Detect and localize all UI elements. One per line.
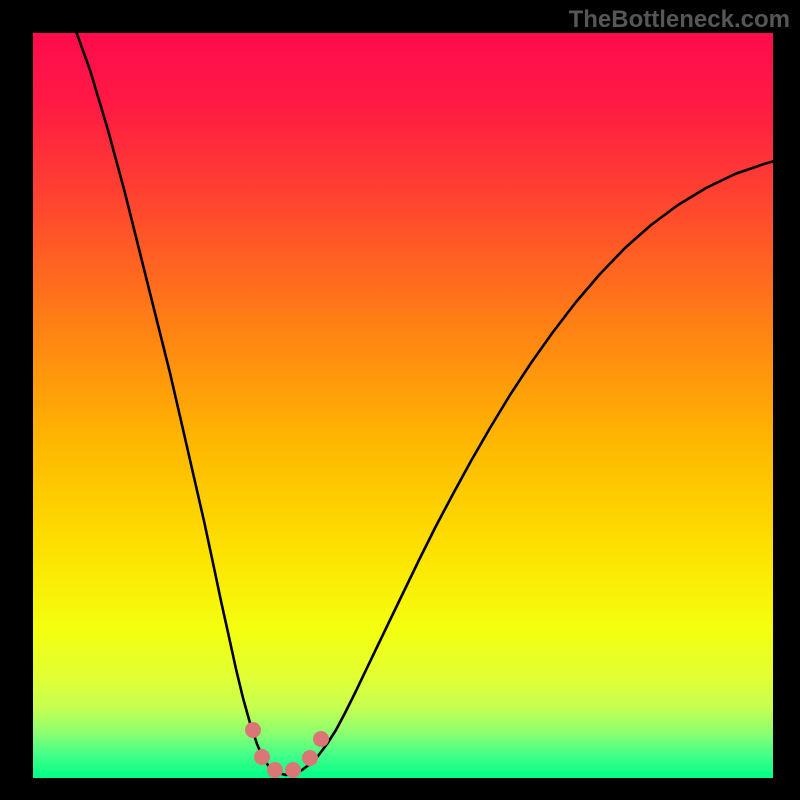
bottleneck-curve (72, 20, 778, 775)
curve-marker (303, 751, 318, 766)
watermark: TheBottleneck.com (569, 6, 790, 34)
curve-marker (268, 763, 283, 778)
curve-marker (246, 723, 261, 738)
curve-marker (286, 763, 301, 778)
chart-overlay (0, 0, 800, 800)
curve-marker (255, 750, 270, 765)
curve-marker (314, 732, 329, 747)
